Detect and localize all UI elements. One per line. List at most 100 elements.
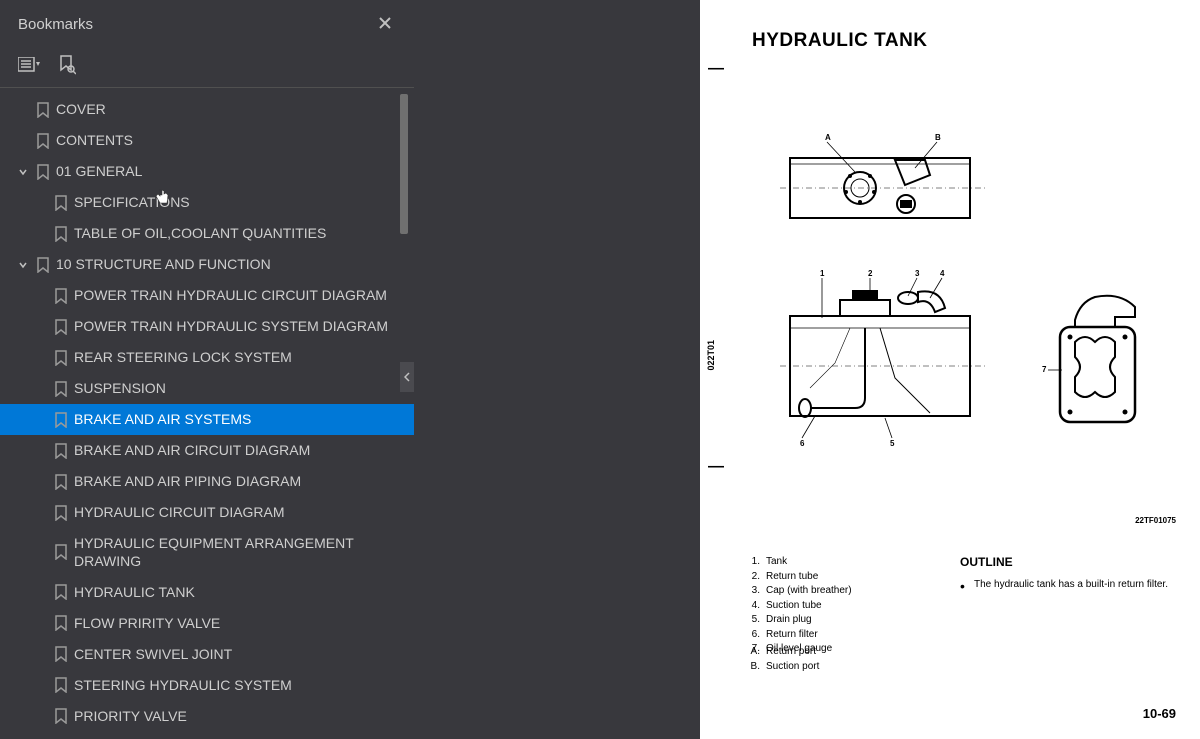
svg-text:4: 4 <box>940 269 945 278</box>
outline-options-icon[interactable] <box>18 57 40 73</box>
bookmark-label: HYDRAULIC CIRCUIT DIAGRAM <box>72 503 285 521</box>
svg-text:7: 7 <box>1042 365 1047 374</box>
bookmark-item[interactable]: SUSPENSION <box>0 373 414 404</box>
panel-title: Bookmarks <box>18 16 93 33</box>
svg-text:A: A <box>825 133 831 142</box>
parts-legend: 1.Tank2.Return tube3.Cap (with breather)… <box>744 555 852 657</box>
close-icon[interactable] <box>372 12 398 37</box>
bookmark-label: TABLE OF OIL,COOLANT QUANTITIES <box>72 224 326 242</box>
scrollbar-thumb[interactable] <box>400 94 408 234</box>
bookmarks-list[interactable]: COVER CONTENTS 01 GENERAL SPECIFICATIONS TAB… <box>0 88 414 739</box>
scrollbar[interactable] <box>400 94 412 733</box>
outline-text: The hydraulic tank has a built-in return… <box>974 579 1168 593</box>
ports-row: B.Suction port <box>744 660 819 675</box>
outline-section: OUTLINE • The hydraulic tank has a built… <box>960 555 1168 593</box>
bookmark-label: POWER TRAIN HYDRAULIC SYSTEM DIAGRAM <box>72 317 388 335</box>
figure-top-view: A B <box>780 130 985 230</box>
bookmark-icon <box>32 133 54 149</box>
svg-text:3: 3 <box>915 269 920 278</box>
bookmark-label: BRAKE AND AIR CIRCUIT DIAGRAM <box>72 441 310 459</box>
bookmark-item[interactable]: HYDRAULIC EQUIPMENT ARRANGEMENT DRAWING <box>0 528 414 576</box>
bookmark-item[interactable]: REAR STEERING LOCK SYSTEM <box>0 342 414 373</box>
bookmark-icon <box>50 412 72 428</box>
bookmark-label: FLOW PRIRITY VALVE <box>72 614 220 632</box>
bookmark-label: CENTER SWIVEL JOINT <box>72 645 232 663</box>
bookmark-item[interactable]: PRIORITY VALVE <box>0 700 414 731</box>
bookmark-item[interactable]: BRAKE AND AIR PIPING DIAGRAM <box>0 466 414 497</box>
parts-row: 4.Suction tube <box>744 599 852 614</box>
bookmark-icon <box>50 646 72 662</box>
panel-header: Bookmarks <box>0 0 414 47</box>
svg-text:B: B <box>935 133 941 142</box>
svg-text:1: 1 <box>820 269 825 278</box>
bookmark-icon <box>50 288 72 304</box>
bookmarks-panel: Bookmarks COVERCONTENTS01 GEN <box>0 0 414 739</box>
bookmark-icon <box>50 677 72 693</box>
bookmark-label: 10 STRUCTURE AND FUNCTION <box>54 255 271 273</box>
bookmark-label: HYDRAULIC TANK <box>72 583 195 601</box>
parts-row: 3.Cap (with breather) <box>744 584 852 599</box>
collapse-panel-icon[interactable] <box>400 362 414 392</box>
bookmark-icon <box>50 505 72 521</box>
find-bookmark-icon[interactable] <box>58 55 76 75</box>
bookmark-label: REAR STEERING LOCK SYSTEM <box>72 348 292 366</box>
bookmark-icon <box>50 474 72 490</box>
bookmark-item[interactable]: HYDRAULIC TANK <box>0 576 414 607</box>
bookmark-label: HYDRAULIC EQUIPMENT ARRANGEMENT DRAWING <box>72 534 390 570</box>
parts-row: 1.Tank <box>744 555 852 570</box>
bookmark-item[interactable]: BRAKE AND AIR CIRCUIT DIAGRAM <box>0 435 414 466</box>
bookmark-item[interactable]: TABLE OF OIL,COOLANT QUANTITIES <box>0 218 414 249</box>
bookmark-item[interactable]: 10 STRUCTURE AND FUNCTION <box>0 249 414 280</box>
bookmark-icon <box>32 102 54 118</box>
svg-text:5: 5 <box>890 439 895 448</box>
parts-row: 2.Return tube <box>744 570 852 585</box>
chevron-down-icon[interactable] <box>14 167 32 177</box>
bookmark-label: STEERING HYDRAULIC SYSTEM <box>72 676 292 694</box>
figure-side-view: 1 2 3 4 6 5 <box>780 268 985 448</box>
figure-ref-side: 022T01 <box>706 340 716 371</box>
figure-end-view: 7 <box>1040 292 1150 432</box>
bookmark-item[interactable]: POWER TRAIN HYDRAULIC CIRCUIT DIAGRAM <box>0 280 414 311</box>
bookmark-icon <box>32 257 54 273</box>
bookmark-label: PRIORITY VALVE <box>72 707 187 725</box>
bookmark-item[interactable]: SPECIFICATIONS <box>0 187 414 218</box>
bookmark-icon <box>50 615 72 631</box>
page-gutter <box>414 0 700 739</box>
bookmark-icon <box>50 226 72 242</box>
bookmark-item[interactable]: HYDRAULIC CIRCUIT DIAGRAM <box>0 497 414 528</box>
bookmark-icon <box>32 164 54 180</box>
bookmark-item[interactable]: CONTENTS <box>0 125 414 156</box>
bookmark-item[interactable]: POWER TRAIN HYDRAULIC SYSTEM DIAGRAM <box>0 311 414 342</box>
bookmark-icon <box>50 544 72 560</box>
bookmark-label: CONTENTS <box>54 131 133 149</box>
page-mark: — <box>708 60 724 78</box>
outline-heading: OUTLINE <box>960 555 1168 569</box>
bookmark-item[interactable]: COVER <box>0 94 414 125</box>
ports-legend: A.Return portB.Suction port <box>744 645 819 674</box>
bookmark-icon <box>50 195 72 211</box>
bookmark-icon <box>50 319 72 335</box>
bookmark-icon <box>50 381 72 397</box>
bookmark-label: SPECIFICATIONS <box>72 193 190 211</box>
bookmark-icon <box>50 350 72 366</box>
bookmark-icon <box>50 584 72 600</box>
bookmark-item[interactable]: CENTER SWIVEL JOINT <box>0 638 414 669</box>
bookmark-label: BRAKE AND AIR SYSTEMS <box>72 410 251 428</box>
document-page: — — HYDRAULIC TANK A B 1 2 3 4 <box>700 0 1200 739</box>
bookmark-item[interactable]: STEERING HYDRAULIC SYSTEM <box>0 669 414 700</box>
panel-toolbar <box>0 47 414 88</box>
bookmark-item[interactable]: FLOW PRIRITY VALVE <box>0 607 414 638</box>
svg-text:2: 2 <box>868 269 873 278</box>
figure-ref-num: 22TF01075 <box>1135 516 1176 525</box>
bookmark-label: COVER <box>54 100 106 118</box>
parts-row: 5.Drain plug <box>744 613 852 628</box>
svg-text:6: 6 <box>800 439 805 448</box>
bookmark-item[interactable]: 01 GENERAL <box>0 156 414 187</box>
bookmark-label: POWER TRAIN HYDRAULIC CIRCUIT DIAGRAM <box>72 286 387 304</box>
bookmark-icon <box>50 708 72 724</box>
page-number: 10-69 <box>1143 706 1176 721</box>
bookmark-item[interactable]: BRAKE AND AIR SYSTEMS <box>0 404 414 435</box>
chevron-down-icon[interactable] <box>14 260 32 270</box>
bookmark-icon <box>50 443 72 459</box>
parts-row: 6.Return filter <box>744 628 852 643</box>
